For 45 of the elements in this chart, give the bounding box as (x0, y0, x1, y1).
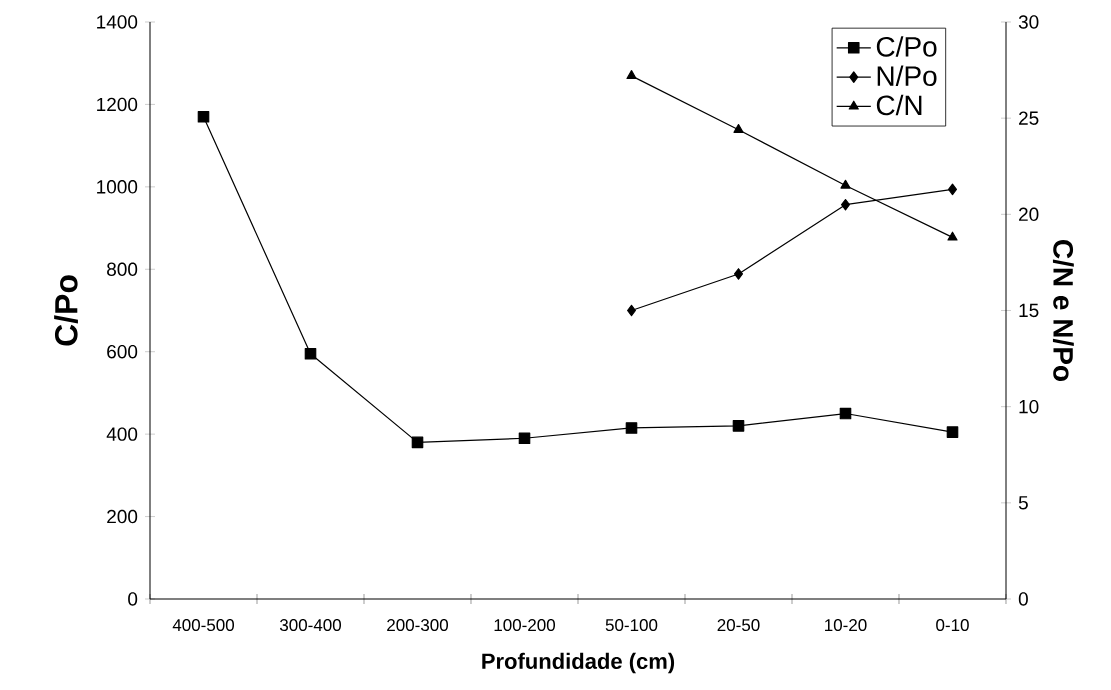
y-tick-label: 1000 (97, 180, 138, 194)
point (734, 268, 744, 280)
x-tick-label: 50-100 (605, 619, 658, 632)
point (411, 436, 424, 449)
y-tick-label: 1400 (97, 15, 138, 29)
y-tick-label: 800 (107, 262, 138, 277)
y2-tick-label: 10 (1019, 399, 1039, 414)
x-tick-label: 100-200 (494, 619, 556, 632)
legend-label: N/Po (877, 65, 937, 87)
y2-tick-label: 5 (1018, 496, 1028, 510)
x-tick-label: 300-400 (279, 619, 342, 632)
y2-tick-label: 30 (1018, 15, 1039, 29)
x-tick-label: 0-10 (936, 619, 969, 632)
y-axis-title: C/Po (54, 275, 78, 346)
x-tick-label: 200-300 (387, 619, 449, 632)
y-tick-label: 400 (106, 427, 138, 441)
y-tick-label: 0 (128, 592, 138, 606)
y2-tick-label: 20 (1019, 207, 1039, 222)
y2-axis-title: C/N e N/Po (1052, 240, 1074, 381)
y2-tick-label: 25 (1019, 111, 1039, 125)
y-tick-label: 200 (107, 509, 138, 524)
point (946, 426, 959, 438)
point (841, 198, 851, 211)
x-tick-label: 20-50 (717, 619, 760, 632)
y2-tick-label: 15 (1019, 303, 1039, 318)
x-axis-title: Profundidade (cm) (482, 652, 675, 674)
x-tick-label: 10-20 (825, 619, 867, 632)
point (948, 183, 958, 196)
point (518, 432, 531, 445)
point (839, 407, 852, 420)
x-tick-label: 400-500 (172, 619, 235, 632)
point (840, 179, 851, 189)
point (197, 110, 210, 123)
point (733, 123, 744, 133)
y-tick-label: 1200 (97, 97, 138, 112)
point (627, 304, 637, 317)
point (304, 347, 317, 360)
y2-tick-label: 0 (1018, 592, 1028, 606)
point (625, 422, 638, 434)
point (732, 420, 745, 432)
legend-label: C/N (876, 94, 922, 116)
legend-label: C/Po (876, 36, 937, 57)
point (947, 231, 958, 241)
point (626, 70, 637, 80)
y-tick-label: 600 (107, 344, 138, 359)
